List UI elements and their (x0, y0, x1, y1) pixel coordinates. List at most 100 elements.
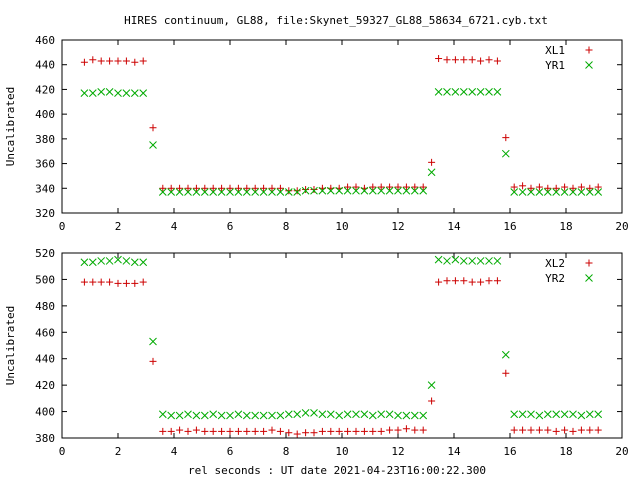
data-point (502, 369, 510, 377)
data-point (585, 188, 594, 196)
data-point (243, 184, 251, 192)
x-tick-label: 18 (559, 220, 572, 233)
legend-marker-yr1 (585, 61, 593, 69)
x-tick-label: 16 (503, 220, 516, 233)
y-tick-label: 380 (35, 133, 55, 146)
data-point (459, 257, 468, 265)
y-tick-label: 320 (35, 207, 55, 220)
y-tick-label: 420 (35, 83, 55, 96)
data-point (310, 186, 318, 195)
data-point (284, 188, 293, 196)
data-point (435, 55, 443, 63)
data-point (561, 183, 569, 191)
data-point (268, 184, 276, 192)
data-point (167, 411, 176, 420)
data-point (385, 186, 394, 195)
x-axis-label: rel seconds : UT date 2021-04-23T16:00:2… (188, 464, 486, 477)
data-point (122, 257, 131, 265)
x-tick-label: 0 (59, 445, 66, 458)
data-point (386, 426, 394, 434)
data-point (226, 427, 234, 435)
data-point (184, 410, 192, 419)
y-tick-label: 460 (35, 34, 55, 47)
data-point (427, 168, 436, 177)
data-point (552, 188, 561, 196)
x-tick-label: 8 (283, 445, 290, 458)
data-point (443, 88, 451, 96)
data-point (485, 277, 493, 285)
legend-label-yr1: YR1 (545, 59, 565, 72)
data-point (318, 427, 326, 435)
legend-marker-yr2 (585, 274, 593, 282)
data-point (335, 427, 343, 435)
data-point (443, 257, 451, 265)
data-point (268, 426, 276, 434)
data-point (410, 411, 419, 420)
data-point (167, 188, 176, 196)
data-point (201, 184, 209, 192)
y-tick-label: 440 (35, 353, 55, 366)
x-tick-label: 6 (227, 220, 234, 233)
data-point (360, 186, 369, 195)
data-point (544, 184, 552, 192)
data-point (419, 183, 427, 191)
data-point (535, 411, 544, 420)
legend-marker-xl2 (585, 259, 593, 267)
data-point (443, 277, 451, 285)
data-point (106, 278, 114, 286)
data-point (131, 58, 139, 66)
data-point (176, 184, 184, 192)
data-point (510, 426, 518, 434)
data-point (293, 430, 301, 438)
data-point (192, 426, 200, 434)
data-point (139, 258, 148, 267)
data-point (435, 278, 443, 286)
data-point (226, 184, 234, 192)
data-point (318, 410, 327, 419)
data-point (106, 57, 114, 65)
x-tick-label: 14 (447, 220, 461, 233)
data-point (485, 88, 493, 96)
data-point (394, 183, 402, 191)
y-tick-label: 420 (35, 379, 55, 392)
data-point (493, 257, 502, 265)
data-point (97, 88, 106, 96)
data-point (502, 134, 510, 142)
data-point (149, 337, 157, 346)
data-point (451, 255, 460, 264)
data-point (352, 410, 360, 419)
data-point (201, 427, 209, 435)
data-point (460, 56, 468, 64)
data-point (149, 141, 157, 149)
data-point (88, 89, 97, 97)
y-tick-label: 500 (35, 273, 55, 286)
data-point (234, 427, 242, 435)
data-point (200, 411, 209, 420)
data-point (586, 426, 594, 434)
y-tick-label: 360 (35, 158, 55, 171)
data-point (243, 427, 251, 435)
data-point (80, 278, 88, 286)
data-point (485, 257, 493, 265)
data-point (451, 56, 459, 64)
data-point (402, 411, 411, 420)
data-point (460, 277, 468, 285)
x-tick-label: 2 (115, 220, 122, 233)
data-point (427, 381, 436, 389)
data-point (251, 188, 260, 196)
data-point (251, 427, 259, 435)
x-tick-label: 2 (115, 445, 122, 458)
series-xl1 (80, 55, 602, 195)
x-tick-label: 4 (171, 445, 178, 458)
data-point (369, 427, 377, 435)
data-point (176, 426, 184, 434)
data-point (80, 58, 88, 66)
data-point (510, 183, 518, 191)
data-point (468, 88, 477, 96)
data-point (218, 427, 226, 435)
legend-marker-xl1 (585, 46, 593, 54)
data-point (535, 426, 543, 434)
data-point (368, 411, 377, 420)
data-point (167, 427, 175, 435)
data-point (386, 183, 394, 191)
